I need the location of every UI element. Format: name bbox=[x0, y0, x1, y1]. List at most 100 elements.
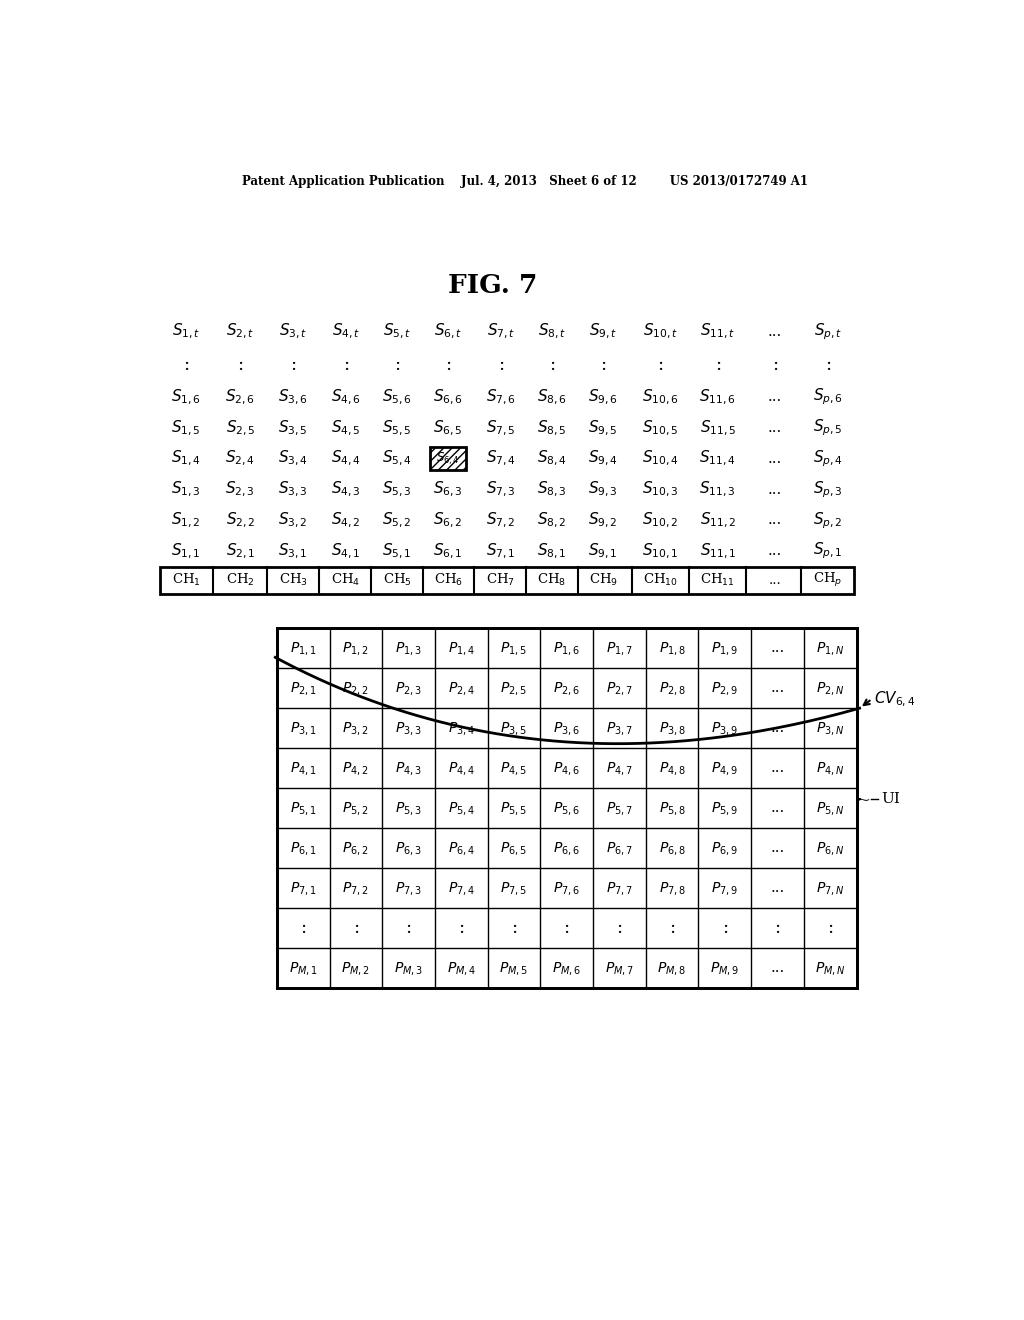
Text: $S_{4,t}$: $S_{4,t}$ bbox=[332, 322, 360, 342]
Text: $P_{4,1}$: $P_{4,1}$ bbox=[290, 760, 316, 776]
Text: $S_{9,1}$: $S_{9,1}$ bbox=[588, 541, 617, 561]
Text: :: : bbox=[657, 356, 664, 374]
Text: $S_{4,6}$: $S_{4,6}$ bbox=[331, 388, 360, 407]
Text: $S_{6,t}$: $S_{6,t}$ bbox=[434, 322, 462, 342]
Text: $S_{3,6}$: $S_{3,6}$ bbox=[279, 388, 308, 407]
Text: CH$_6$: CH$_6$ bbox=[433, 573, 463, 589]
Text: $S_{9,6}$: $S_{9,6}$ bbox=[588, 388, 618, 407]
Text: $P_{1,6}$: $P_{1,6}$ bbox=[553, 640, 581, 656]
Text: ...: ... bbox=[770, 801, 784, 816]
Text: $P_{7,1}$: $P_{7,1}$ bbox=[290, 880, 316, 896]
Text: ...: ... bbox=[770, 762, 784, 775]
Text: $S_{5,3}$: $S_{5,3}$ bbox=[382, 480, 412, 499]
Text: :: : bbox=[563, 920, 569, 937]
Text: $P_{2,5}$: $P_{2,5}$ bbox=[501, 680, 527, 697]
Text: $P_{M,5}$: $P_{M,5}$ bbox=[500, 960, 528, 977]
Text: $P_{6,6}$: $P_{6,6}$ bbox=[553, 840, 581, 857]
Text: :: : bbox=[511, 920, 517, 937]
Text: $S_{5,t}$: $S_{5,t}$ bbox=[383, 322, 412, 342]
Text: $S_{3,t}$: $S_{3,t}$ bbox=[279, 322, 307, 342]
Text: $S_{6,6}$: $S_{6,6}$ bbox=[433, 388, 463, 407]
Text: $S_{8,5}$: $S_{8,5}$ bbox=[537, 418, 566, 437]
Text: $P_{2,2}$: $P_{2,2}$ bbox=[342, 680, 370, 697]
Text: ...: ... bbox=[768, 483, 782, 496]
Text: :: : bbox=[458, 920, 464, 937]
Text: $P_{6,2}$: $P_{6,2}$ bbox=[342, 840, 370, 857]
Text: Patent Application Publication    Jul. 4, 2013   Sheet 6 of 12        US 2013/01: Patent Application Publication Jul. 4, 2… bbox=[242, 176, 808, 187]
Text: $P_{7,2}$: $P_{7,2}$ bbox=[342, 880, 370, 896]
Text: $S_{11,3}$: $S_{11,3}$ bbox=[699, 480, 736, 499]
Text: $S_{1,5}$: $S_{1,5}$ bbox=[171, 418, 201, 437]
Text: CH$_9$: CH$_9$ bbox=[589, 573, 617, 589]
Text: $S_{4,1}$: $S_{4,1}$ bbox=[331, 541, 360, 561]
Text: $S_{1,t}$: $S_{1,t}$ bbox=[172, 322, 201, 342]
Text: $S_{8,4}$: $S_{8,4}$ bbox=[537, 449, 567, 469]
Text: $P_{3,N}$: $P_{3,N}$ bbox=[816, 719, 845, 737]
Text: $P_{M,6}$: $P_{M,6}$ bbox=[552, 960, 582, 977]
Text: $P_{4,6}$: $P_{4,6}$ bbox=[553, 760, 581, 776]
Text: $P_{6,N}$: $P_{6,N}$ bbox=[816, 840, 845, 857]
Text: ...: ... bbox=[770, 642, 784, 655]
Text: :: : bbox=[715, 356, 721, 374]
Text: $P_{6,9}$: $P_{6,9}$ bbox=[712, 840, 738, 857]
Text: $S_{10,2}$: $S_{10,2}$ bbox=[642, 511, 679, 529]
Text: $P_{7,9}$: $P_{7,9}$ bbox=[712, 880, 738, 896]
Text: CH$_8$: CH$_8$ bbox=[538, 573, 566, 589]
Text: $S_{10,t}$: $S_{10,t}$ bbox=[643, 322, 678, 342]
Text: $S_{9,2}$: $S_{9,2}$ bbox=[588, 511, 617, 529]
Text: $P_{4,3}$: $P_{4,3}$ bbox=[395, 760, 422, 776]
Text: $P_{7,3}$: $P_{7,3}$ bbox=[395, 880, 422, 896]
Text: $P_{M,N}$: $P_{M,N}$ bbox=[815, 960, 846, 977]
Text: ...: ... bbox=[770, 841, 784, 855]
Text: :: : bbox=[394, 356, 400, 374]
Text: $S_{10,3}$: $S_{10,3}$ bbox=[642, 480, 679, 499]
Text: :: : bbox=[824, 356, 830, 374]
Text: $P_{5,2}$: $P_{5,2}$ bbox=[342, 800, 370, 817]
Text: $S_{3,4}$: $S_{3,4}$ bbox=[279, 449, 308, 469]
Text: $S_{8,6}$: $S_{8,6}$ bbox=[537, 388, 567, 407]
Text: $P_{1,5}$: $P_{1,5}$ bbox=[501, 640, 527, 656]
Text: $P_{5,7}$: $P_{5,7}$ bbox=[606, 800, 633, 817]
Text: :: : bbox=[290, 356, 296, 374]
Text: $S_{7,5}$: $S_{7,5}$ bbox=[486, 418, 516, 437]
Text: $S_{3,3}$: $S_{3,3}$ bbox=[279, 480, 308, 499]
Text: $S_{1,6}$: $S_{1,6}$ bbox=[171, 388, 201, 407]
Text: $P_{1,3}$: $P_{1,3}$ bbox=[395, 640, 422, 656]
Text: $S_{4,4}$: $S_{4,4}$ bbox=[331, 449, 360, 469]
Text: UI: UI bbox=[882, 792, 900, 807]
Text: $S_{6,2}$: $S_{6,2}$ bbox=[433, 511, 463, 529]
Text: :: : bbox=[549, 356, 555, 374]
Text: $P_{3,9}$: $P_{3,9}$ bbox=[712, 719, 738, 737]
Text: ...: ... bbox=[768, 544, 782, 558]
Text: ...: ... bbox=[768, 391, 782, 404]
Text: $P_{6,3}$: $P_{6,3}$ bbox=[395, 840, 422, 857]
Text: $S_{p,t}$: $S_{p,t}$ bbox=[814, 321, 842, 342]
Text: $P_{2,6}$: $P_{2,6}$ bbox=[553, 680, 581, 697]
Text: $P_{7,7}$: $P_{7,7}$ bbox=[606, 880, 633, 896]
Text: $P_{M,3}$: $P_{M,3}$ bbox=[394, 960, 423, 977]
Text: $S_{4,3}$: $S_{4,3}$ bbox=[331, 480, 360, 499]
Text: ...: ... bbox=[768, 513, 782, 527]
Text: $S_{5,1}$: $S_{5,1}$ bbox=[382, 541, 412, 561]
Text: $S_{5,2}$: $S_{5,2}$ bbox=[382, 511, 412, 529]
Text: :: : bbox=[498, 356, 504, 374]
Text: $P_{2,8}$: $P_{2,8}$ bbox=[658, 680, 685, 697]
Text: $S_{11,1}$: $S_{11,1}$ bbox=[699, 541, 736, 561]
Text: $S_{8,t}$: $S_{8,t}$ bbox=[538, 322, 566, 342]
Text: $P_{2,4}$: $P_{2,4}$ bbox=[447, 680, 475, 697]
Text: $P_{7,5}$: $P_{7,5}$ bbox=[501, 880, 527, 896]
Text: $P_{3,3}$: $P_{3,3}$ bbox=[395, 719, 422, 737]
Text: $P_{6,8}$: $P_{6,8}$ bbox=[658, 840, 685, 857]
Text: $S_{2,6}$: $S_{2,6}$ bbox=[225, 388, 255, 407]
Text: $S_{10,1}$: $S_{10,1}$ bbox=[642, 541, 679, 561]
Bar bbox=[430, 447, 466, 470]
Text: $P_{1,9}$: $P_{1,9}$ bbox=[712, 640, 738, 656]
Text: $S_{9,t}$: $S_{9,t}$ bbox=[589, 322, 617, 342]
Text: :: : bbox=[669, 920, 675, 937]
Text: CH$_4$: CH$_4$ bbox=[331, 573, 360, 589]
Text: $P_{6,5}$: $P_{6,5}$ bbox=[501, 840, 527, 857]
Text: $S_{2,t}$: $S_{2,t}$ bbox=[226, 322, 255, 342]
Text: :: : bbox=[827, 920, 834, 937]
Text: $S_{p,1}$: $S_{p,1}$ bbox=[813, 541, 843, 561]
Text: CH$_p$: CH$_p$ bbox=[813, 572, 843, 589]
